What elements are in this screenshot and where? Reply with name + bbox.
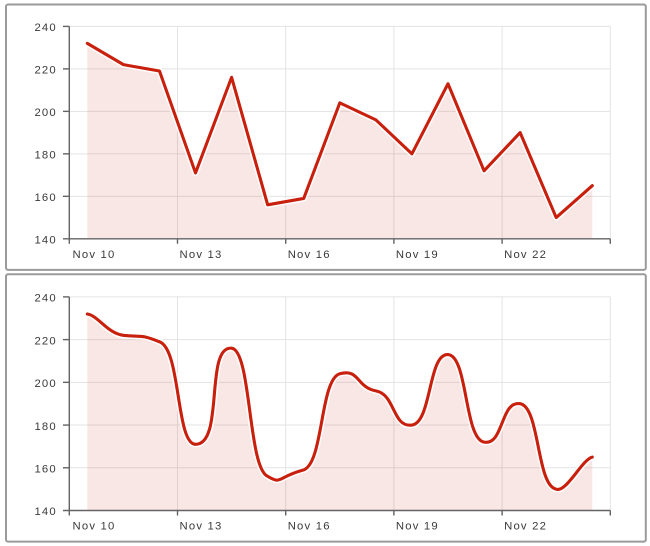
svg-text:Nov 22: Nov 22 [504,249,547,261]
svg-text:Nov 16: Nov 16 [288,521,331,533]
svg-text:180: 180 [34,421,56,433]
svg-text:200: 200 [34,378,56,390]
svg-text:240: 240 [34,293,56,305]
svg-text:160: 160 [34,463,56,475]
svg-text:220: 220 [34,65,56,77]
svg-text:160: 160 [34,192,56,204]
svg-text:200: 200 [34,107,56,119]
svg-text:Nov 13: Nov 13 [180,249,223,261]
svg-text:180: 180 [34,150,56,162]
svg-text:140: 140 [34,506,56,518]
svg-text:Nov 19: Nov 19 [396,249,439,261]
svg-text:Nov 10: Nov 10 [73,521,116,533]
svg-text:Nov 22: Nov 22 [504,521,547,533]
svg-text:240: 240 [34,22,56,34]
svg-text:Nov 16: Nov 16 [288,249,331,261]
svg-text:Nov 10: Nov 10 [73,249,116,261]
svg-text:140: 140 [34,235,56,247]
svg-text:Nov 19: Nov 19 [396,521,439,533]
svg-text:Nov 13: Nov 13 [180,521,223,533]
svg-text:220: 220 [34,335,56,347]
